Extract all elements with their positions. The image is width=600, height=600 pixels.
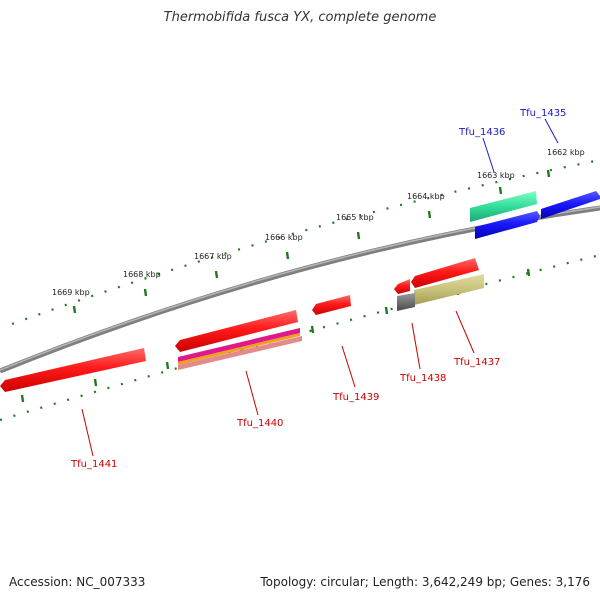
- gene-label-tfu-1438[interactable]: Tfu_1438: [399, 373, 446, 384]
- gene-feature-tfu-1440[interactable]: [175, 310, 302, 370]
- ruler-major-ticks-upper: [72, 169, 551, 314]
- gene-label-tfu-1435[interactable]: Tfu_1435: [519, 108, 566, 119]
- ruler-label: 1667 kbp: [194, 252, 232, 261]
- ruler-track-upper: [11, 158, 600, 326]
- page-title: Thermobifida fusca YX, complete genome: [163, 10, 437, 25]
- gene-feature-tfu-1436[interactable]: [470, 191, 540, 239]
- gene-label-tfu-1440[interactable]: Tfu_1440: [236, 418, 283, 429]
- genome-backbone-highlight: [0, 206, 600, 371]
- ruler-label: 1662 kbp: [547, 148, 585, 157]
- gene-feature-tfu-1437[interactable]: [411, 258, 484, 305]
- gene-label-tfu-1436[interactable]: Tfu_1436: [458, 127, 505, 138]
- accession-text: Accession: NC_007333: [9, 575, 146, 589]
- ruler-label: 1666 kbp: [265, 233, 303, 242]
- ruler-label: 1668 kbp: [123, 270, 161, 279]
- gene-leader-lines: [81, 118, 559, 457]
- gene-label-tfu-1439[interactable]: Tfu_1439: [332, 392, 379, 403]
- gene-feature-tfu-1435[interactable]: [541, 191, 600, 219]
- ruler-label: 1665 kbp: [336, 213, 374, 222]
- ruler-label: 1664 kbp: [407, 192, 445, 201]
- ruler-labels: 1662 kbp 1663 kbp 1664 kbp 1665 kbp 1666…: [52, 148, 585, 297]
- ruler-label: 1669 kbp: [52, 288, 90, 297]
- gene-feature-tfu-1441[interactable]: [0, 348, 146, 392]
- genome-summary-text: Topology: circular; Length: 3,642,249 bp…: [260, 575, 590, 589]
- gene-feature-tfu-1439[interactable]: [312, 295, 351, 315]
- ruler-label: 1663 kbp: [477, 171, 515, 180]
- gene-label-tfu-1441[interactable]: Tfu_1441: [70, 459, 117, 470]
- gene-label-tfu-1437[interactable]: Tfu_1437: [453, 357, 500, 368]
- gene-feature-tfu-1438[interactable]: [394, 279, 415, 311]
